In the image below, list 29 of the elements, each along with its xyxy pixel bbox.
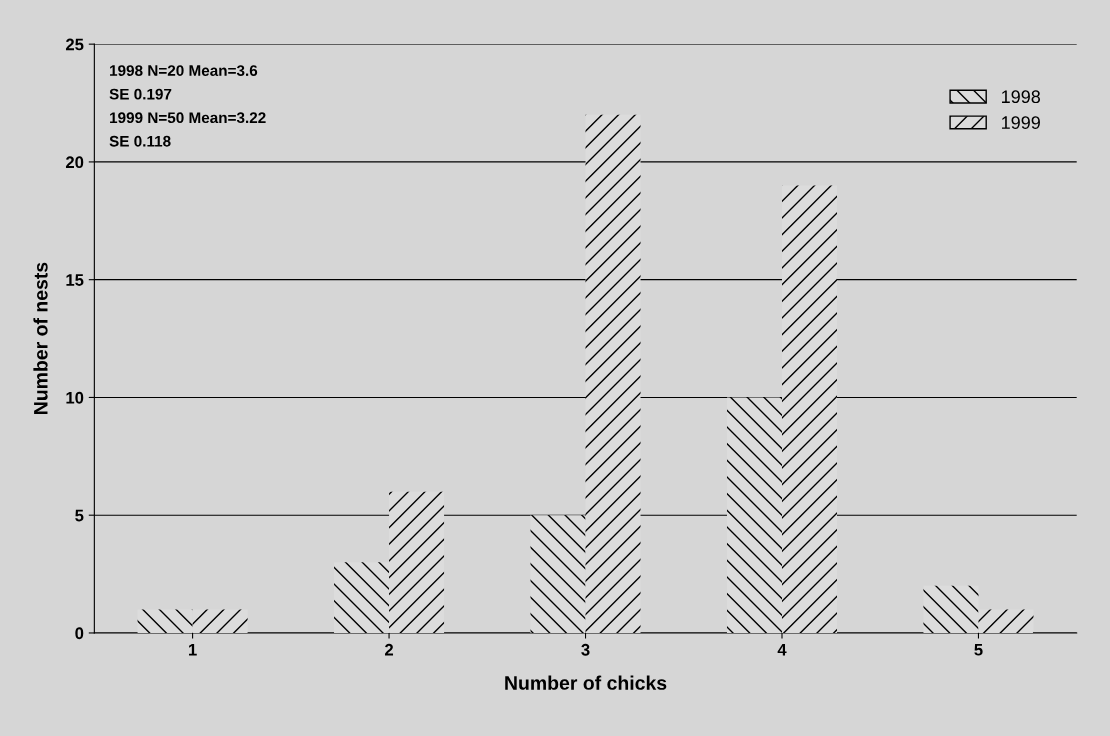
y-tick-label: 15 [66,274,84,286]
x-tick-label: 5 [974,643,983,656]
y-axis-title: Number of nests [33,262,48,414]
bar [923,585,979,633]
annotation: 1999 N=50 Mean=3.22 [110,112,266,124]
y-tick-label: 0 [75,627,84,640]
bar [530,515,586,633]
y-tick-label: 20 [65,156,84,169]
x-tick-label: 3 [581,643,590,656]
y-tick-label: 10 [66,391,84,404]
legend-label: 1998 [1002,90,1041,104]
bar [137,609,193,633]
bar [978,609,1034,633]
x-axis-title: Number of chicks [505,675,667,690]
annotation: SE 0.118 [109,135,171,147]
bar [585,114,641,633]
legend-label: 1999 [1002,116,1040,129]
x-tick-label: 2 [385,643,394,656]
annotation: 1998 N=20 Mean=3.6 [110,65,258,77]
x-tick-label: 4 [777,643,787,656]
bar [334,562,390,633]
x-tick-label: 1 [189,643,197,656]
bar [192,609,248,633]
bar [389,491,445,633]
bar [726,397,782,633]
bar [781,185,838,633]
annotation: SE 0.197 [109,88,172,100]
y-tick-label: 5 [75,509,84,522]
y-tick-label: 25 [65,38,84,51]
